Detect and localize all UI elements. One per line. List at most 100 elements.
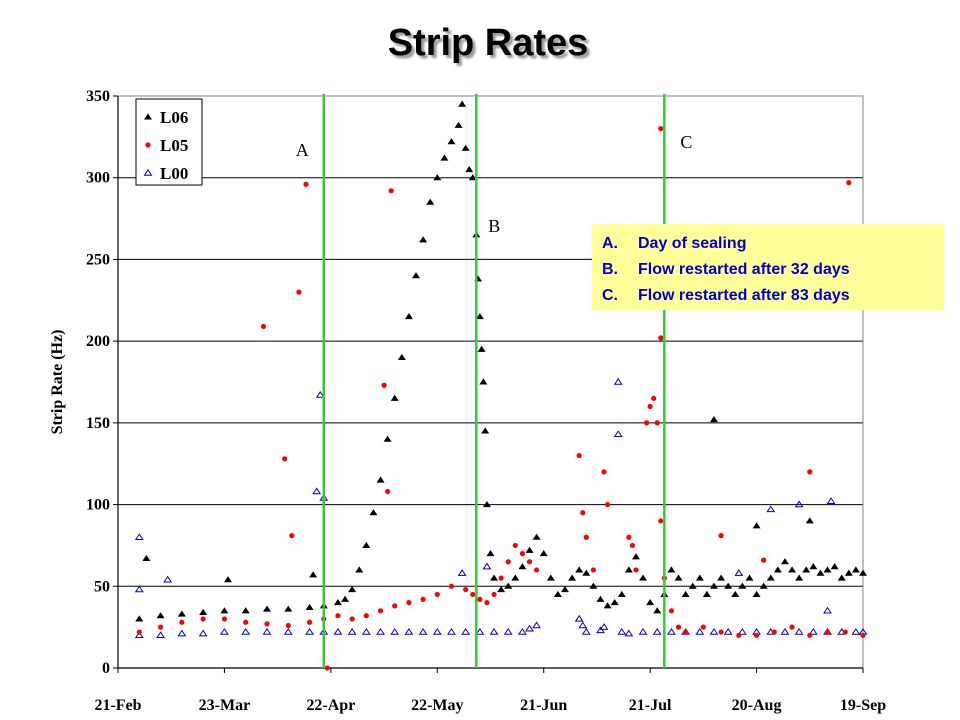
data-point-l06 — [241, 607, 250, 614]
data-point-l06 — [759, 582, 768, 589]
data-point-l06 — [752, 590, 761, 597]
data-point-l05 — [761, 557, 767, 563]
data-point-l00 — [503, 627, 513, 635]
x-tick-label: 23-Mar — [199, 697, 251, 714]
data-point-l06 — [596, 595, 605, 602]
data-point-l05 — [363, 613, 369, 619]
data-point-l00 — [134, 533, 144, 540]
data-point-l05 — [303, 181, 309, 187]
data-point-l06 — [646, 599, 655, 606]
data-point-l06 — [724, 582, 733, 589]
data-point-l06 — [844, 569, 853, 576]
annotation-a: A. Day of sealing — [602, 231, 944, 257]
data-point-l06 — [617, 590, 626, 597]
chart-title: Strip Rates — [387, 22, 589, 64]
data-point-l05 — [260, 323, 267, 330]
data-point-l06 — [805, 517, 814, 524]
data-point-l00 — [578, 621, 588, 629]
data-point-l06 — [795, 574, 804, 581]
data-point-l05 — [505, 559, 511, 565]
data-point-l05 — [282, 456, 288, 462]
data-point-l05 — [392, 603, 398, 609]
data-point-l05 — [807, 469, 813, 475]
y-tick-label: 100 — [86, 497, 110, 514]
data-point-l06 — [731, 590, 740, 597]
data-point-l05 — [470, 591, 476, 598]
data-point-l06 — [589, 582, 598, 589]
data-point-l06 — [481, 427, 490, 434]
data-point-l06 — [525, 546, 534, 553]
data-point-l00 — [220, 627, 229, 635]
data-point-l00 — [361, 627, 371, 635]
data-point-l00 — [404, 627, 414, 635]
data-point-l00 — [596, 626, 605, 634]
data-point-l05 — [658, 335, 664, 341]
y-tick-label: 300 — [86, 170, 110, 187]
data-point-l05 — [658, 518, 664, 524]
annotation-c: C. Flow restarted after 83 days — [602, 283, 944, 309]
legend-label-l06: L06 — [160, 108, 188, 127]
data-point-l05 — [157, 624, 164, 630]
data-point-l06 — [490, 574, 499, 581]
data-point-l05 — [306, 619, 313, 625]
data-point-l06 — [263, 605, 271, 612]
data-point-l00 — [617, 627, 627, 635]
data-point-l06 — [851, 566, 860, 573]
data-point-l05 — [807, 632, 813, 638]
data-point-l05 — [668, 608, 675, 614]
data-point-l00 — [489, 627, 499, 635]
data-point-l06 — [532, 533, 541, 540]
data-point-l06 — [610, 599, 619, 606]
data-point-l06 — [477, 345, 486, 352]
x-tick-label: 19-Sep — [840, 697, 886, 714]
data-point-l06 — [667, 566, 676, 573]
data-point-l06 — [780, 558, 789, 565]
data-point-l05 — [718, 533, 724, 539]
data-point-l06 — [518, 563, 527, 570]
data-point-l05 — [136, 629, 142, 635]
data-point-l05 — [658, 126, 664, 132]
data-point-l00 — [376, 627, 385, 635]
data-point-l00 — [613, 430, 623, 438]
y-tick-label: 350 — [86, 88, 110, 105]
data-point-l06 — [433, 174, 442, 181]
data-point-l06 — [546, 574, 555, 581]
data-point-l06 — [305, 603, 314, 611]
data-point-l00 — [177, 629, 187, 637]
data-point-l05 — [388, 188, 394, 194]
data-point-l06 — [479, 378, 488, 385]
data-point-l06 — [440, 154, 449, 161]
marker-label-a: A — [296, 140, 309, 160]
data-point-l06 — [766, 574, 775, 581]
data-point-l05 — [846, 180, 852, 186]
data-point-l05 — [377, 608, 384, 614]
data-point-l05 — [580, 510, 586, 516]
data-point-l00 — [461, 627, 471, 635]
data-point-l05 — [860, 632, 866, 638]
data-point-l06 — [681, 590, 690, 597]
data-point-l00 — [695, 627, 705, 635]
data-point-l05 — [385, 488, 391, 495]
x-axis-ticks: 21-Feb 23-Mar 22-Apr 22-May 21-Jun 21-Jul 20-A… — [94, 667, 886, 714]
data-point-l05 — [512, 542, 518, 549]
data-point-l06 — [823, 566, 832, 573]
data-point-l05 — [654, 420, 660, 426]
data-point-l05 — [789, 624, 795, 630]
data-point-l05 — [700, 624, 706, 630]
data-point-l05 — [200, 616, 206, 622]
data-point-l00 — [283, 627, 293, 635]
data-point-l05 — [643, 420, 650, 426]
data-point-l06 — [773, 566, 782, 573]
data-point-l00 — [581, 627, 591, 635]
data-point-l06 — [142, 554, 151, 562]
legend-marker-l05 — [145, 142, 151, 148]
data-point-l06 — [802, 566, 811, 573]
data-point-l05 — [590, 567, 596, 573]
data-point-l05 — [842, 629, 848, 635]
data-point-l06 — [348, 585, 357, 593]
data-point-l05 — [463, 586, 469, 593]
data-point-l00 — [312, 487, 322, 495]
data-point-l06 — [426, 198, 435, 205]
data-point-l06 — [383, 435, 392, 442]
data-point-l06 — [575, 566, 584, 573]
